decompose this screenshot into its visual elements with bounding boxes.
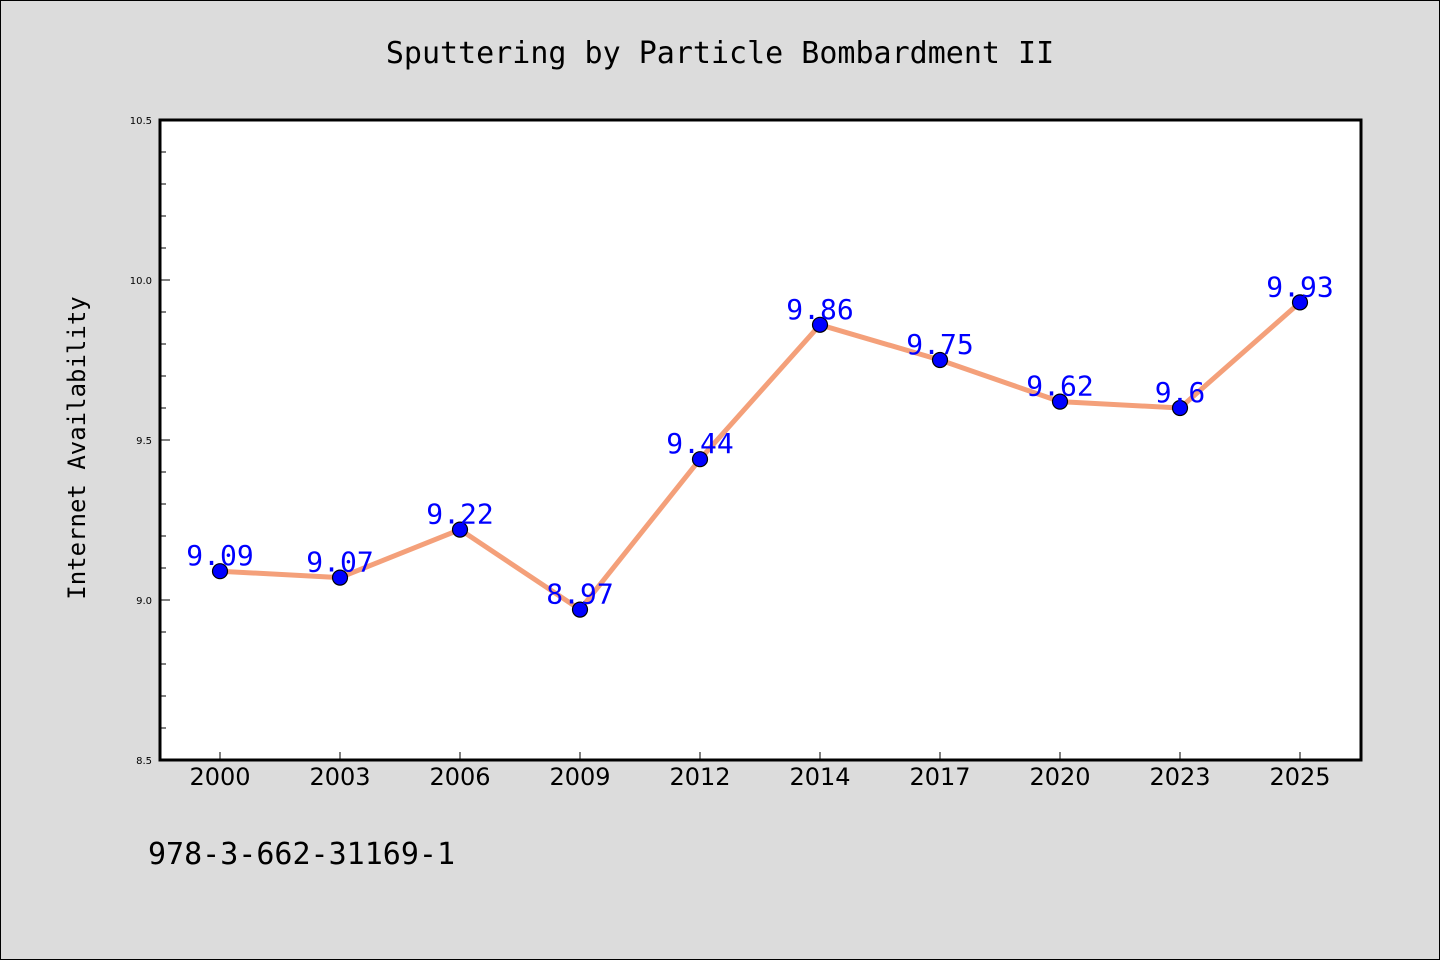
- data-point: [571, 601, 589, 618]
- series-line: [217, 299, 1303, 613]
- data-point: [1171, 399, 1189, 417]
- data-markers: [211, 294, 1309, 618]
- x-tick-label: 2003: [309, 763, 370, 791]
- data-point: [1051, 393, 1069, 410]
- y-tick-label: 8.5: [136, 756, 152, 767]
- data-label: 9.44: [666, 427, 733, 460]
- plot-area: [160, 120, 1361, 760]
- series-line-group: [217, 299, 1303, 613]
- x-tick-label: 2009: [549, 763, 610, 791]
- x-tick-label: 2000: [189, 763, 250, 791]
- data-point: [211, 563, 229, 580]
- plot-border: [158, 118, 1363, 762]
- x-tick-label: 2012: [669, 763, 730, 791]
- chart-title: Sputtering by Particle Bombardment II: [386, 36, 1054, 71]
- x-tick-label: 2006: [429, 763, 490, 791]
- y-tick-label: 9.5: [136, 436, 152, 447]
- x-tick-label: 2017: [909, 763, 970, 791]
- x-tick-label: 2023: [1149, 763, 1210, 791]
- y-tick-label: 10.5: [130, 116, 152, 127]
- data-label: 9.22: [426, 498, 493, 531]
- x-tick-label: 2014: [789, 763, 850, 791]
- data-label: 9.93: [1266, 270, 1333, 303]
- data-label: 9.07: [306, 546, 373, 579]
- data-label: 9.09: [186, 539, 253, 572]
- y-tick-label: 10.0: [130, 276, 152, 287]
- x-tick-label: 2025: [1269, 763, 1330, 791]
- data-label: 9.86: [786, 293, 853, 326]
- data-label: 8.97: [546, 578, 613, 611]
- data-point: [931, 351, 949, 369]
- x-axis-ticks: 2000 2003 2006 2009 2012 2014 2017 2020 2023 2025: [189, 752, 1331, 791]
- data-point: [691, 451, 709, 468]
- x-tick-label: 2020: [1029, 763, 1090, 791]
- data-point: [331, 569, 349, 586]
- isbn-footer: 978-3-662-31169-1: [148, 837, 455, 872]
- data-point: [451, 521, 469, 538]
- y-tick-label: 9.0: [136, 596, 152, 607]
- data-point: [1291, 294, 1309, 311]
- data-point: [811, 316, 829, 333]
- data-label: 9.62: [1026, 370, 1093, 403]
- data-label: 9.75: [906, 328, 973, 361]
- y-axis-label: Internet Availability: [63, 296, 91, 599]
- data-labels: 9.09 9.07 9.22 8.97 9.44 9.86 9.75 9.62 9.6 9.93: [186, 270, 1333, 610]
- data-label: 9.6: [1155, 376, 1206, 409]
